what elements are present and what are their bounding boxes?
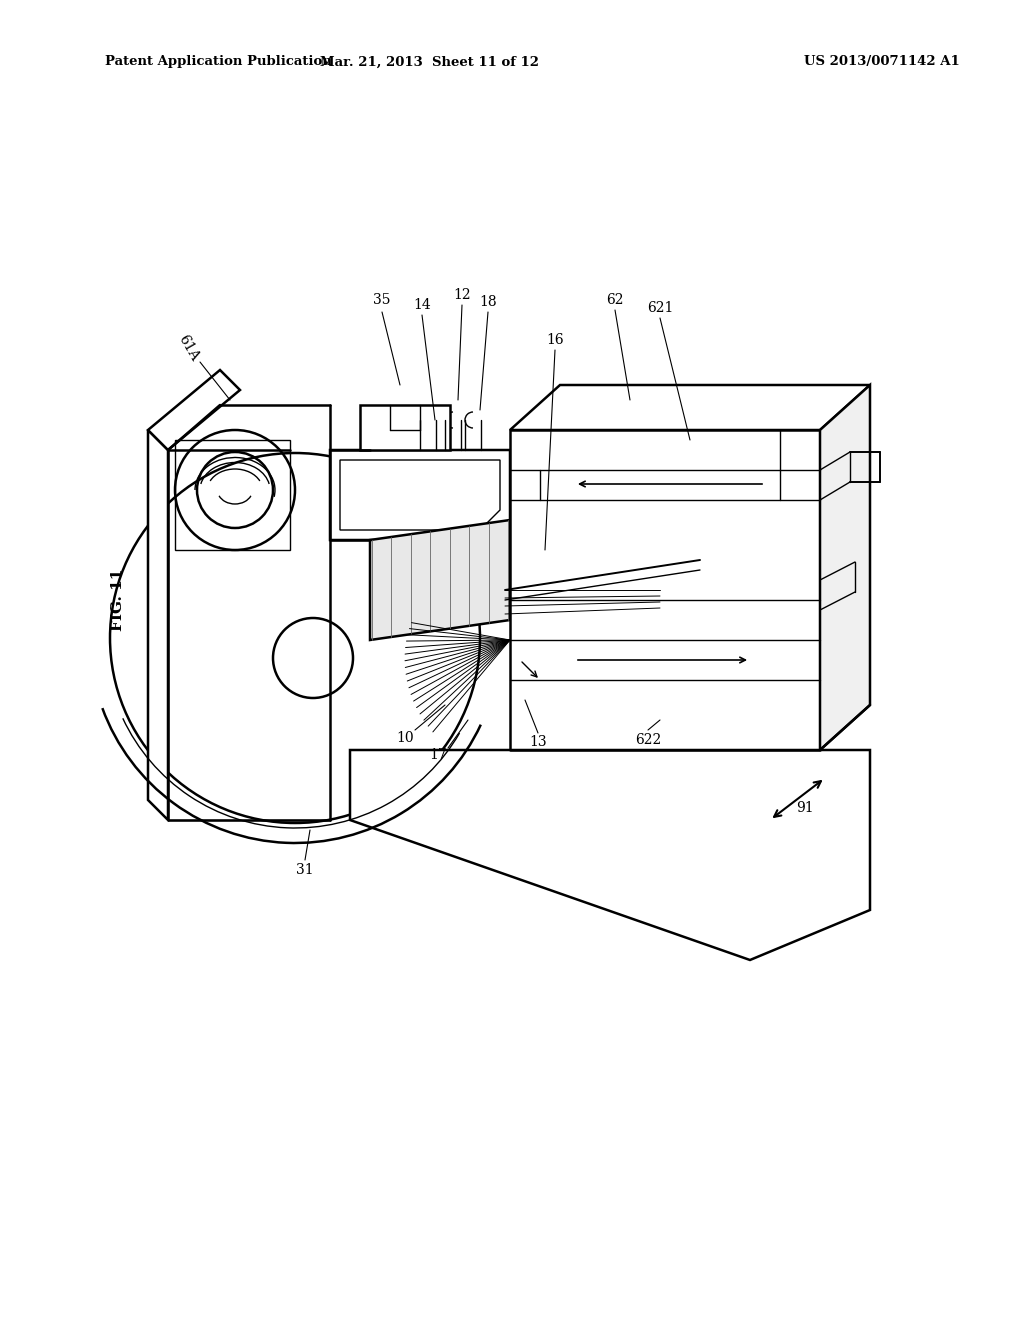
Text: 12: 12: [454, 288, 471, 302]
Text: 91: 91: [797, 801, 814, 814]
Polygon shape: [148, 370, 240, 450]
Polygon shape: [360, 405, 450, 450]
Text: 622: 622: [635, 733, 662, 747]
Polygon shape: [330, 450, 510, 540]
Text: 10: 10: [396, 731, 414, 744]
Text: 16: 16: [546, 333, 564, 347]
Polygon shape: [510, 430, 820, 750]
Text: 61A: 61A: [175, 333, 201, 363]
Text: Mar. 21, 2013  Sheet 11 of 12: Mar. 21, 2013 Sheet 11 of 12: [321, 55, 540, 69]
Polygon shape: [350, 750, 870, 960]
Text: 13: 13: [529, 735, 547, 748]
Polygon shape: [820, 385, 870, 750]
Text: US 2013/0071142 A1: US 2013/0071142 A1: [804, 55, 961, 69]
Text: Patent Application Publication: Patent Application Publication: [105, 55, 332, 69]
Polygon shape: [148, 430, 168, 820]
Text: 17: 17: [429, 748, 446, 762]
Text: 14: 14: [413, 298, 431, 312]
Text: 621: 621: [647, 301, 673, 315]
Text: 62: 62: [606, 293, 624, 308]
Text: 35: 35: [374, 293, 391, 308]
Text: FIG. 11: FIG. 11: [111, 569, 125, 631]
Text: 31: 31: [296, 863, 313, 876]
Text: 18: 18: [479, 294, 497, 309]
Polygon shape: [370, 520, 510, 640]
Polygon shape: [510, 385, 870, 430]
